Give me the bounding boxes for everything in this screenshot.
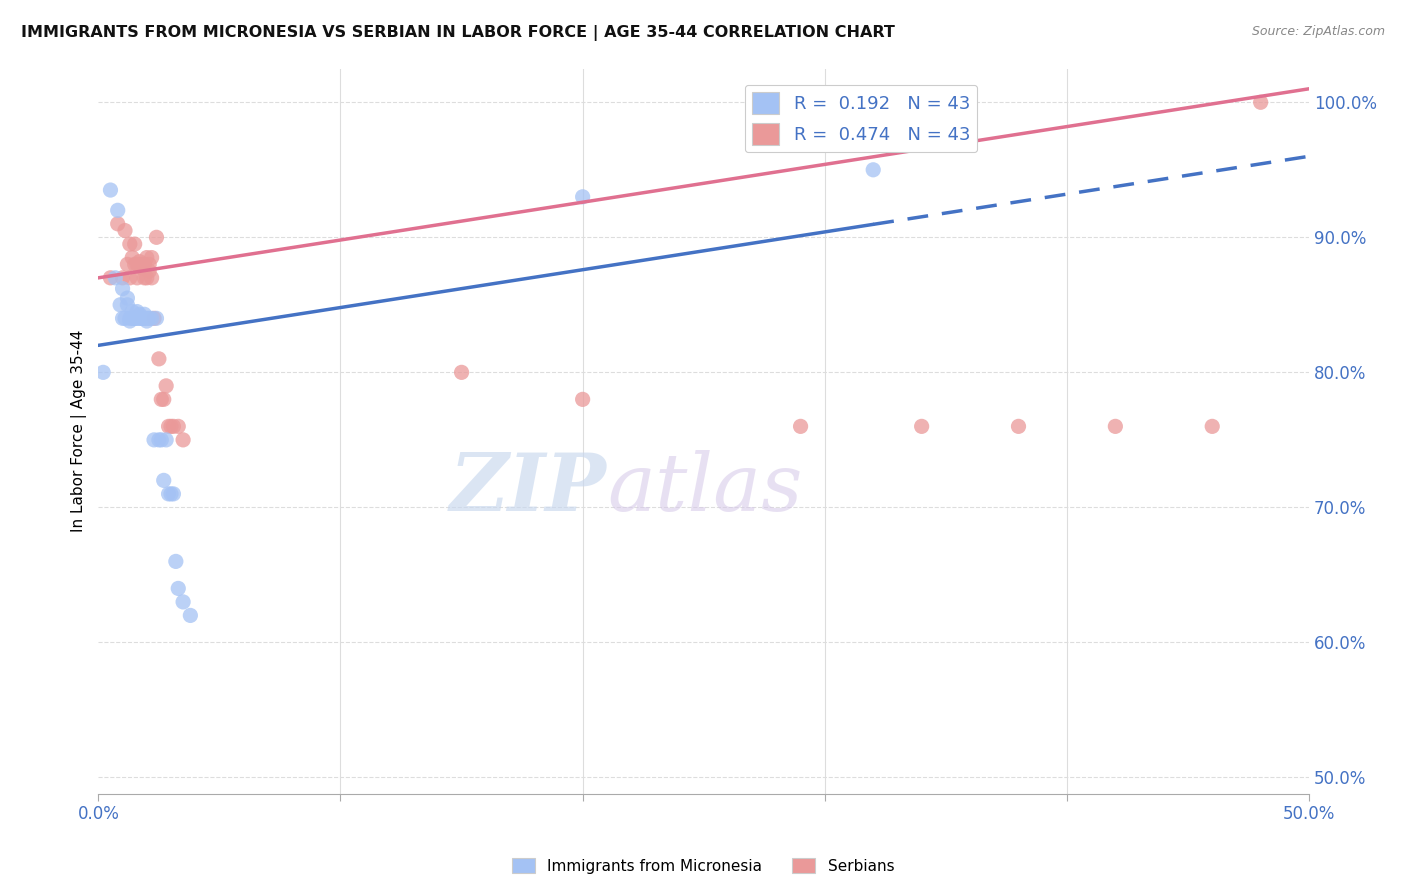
Point — [118, 314, 141, 328]
Point — [571, 190, 593, 204]
Point — [152, 392, 174, 407]
Point — [111, 270, 134, 285]
Point — [141, 270, 163, 285]
Point — [111, 282, 134, 296]
Point — [143, 311, 166, 326]
Point — [157, 487, 180, 501]
Point — [179, 608, 201, 623]
Point — [150, 433, 173, 447]
Point — [114, 311, 136, 326]
Point — [789, 419, 811, 434]
Point — [127, 304, 149, 318]
Point — [135, 314, 157, 328]
Point — [118, 237, 141, 252]
Point — [127, 270, 149, 285]
Point — [124, 311, 146, 326]
Point — [127, 311, 149, 326]
Point — [1007, 419, 1029, 434]
Point — [135, 311, 157, 326]
Point — [160, 419, 183, 434]
Point — [104, 270, 127, 285]
Point — [131, 311, 153, 326]
Point — [128, 307, 150, 321]
Legend: Immigrants from Micronesia, Serbians: Immigrants from Micronesia, Serbians — [506, 852, 900, 880]
Point — [131, 311, 153, 326]
Point — [107, 217, 129, 231]
Point — [138, 257, 160, 271]
Point — [134, 270, 156, 285]
Point — [134, 257, 156, 271]
Point — [167, 419, 190, 434]
Point — [162, 487, 184, 501]
Point — [571, 392, 593, 407]
Point — [107, 203, 129, 218]
Point — [114, 223, 136, 237]
Point — [100, 183, 122, 197]
Point — [117, 298, 139, 312]
Legend: R =  0.192   N = 43, R =  0.474   N = 43: R = 0.192 N = 43, R = 0.474 N = 43 — [745, 85, 977, 153]
Point — [145, 230, 167, 244]
Point — [172, 433, 194, 447]
Point — [134, 307, 156, 321]
Point — [148, 433, 170, 447]
Point — [118, 270, 141, 285]
Point — [127, 257, 149, 271]
Point — [118, 311, 141, 326]
Point — [121, 311, 143, 326]
Point — [155, 433, 177, 447]
Point — [128, 311, 150, 326]
Text: Source: ZipAtlas.com: Source: ZipAtlas.com — [1251, 25, 1385, 38]
Point — [138, 311, 160, 326]
Point — [157, 419, 180, 434]
Point — [1104, 419, 1126, 434]
Point — [111, 311, 134, 326]
Point — [134, 311, 156, 326]
Text: atlas: atlas — [607, 450, 803, 528]
Point — [117, 291, 139, 305]
Point — [160, 487, 183, 501]
Point — [165, 554, 187, 568]
Point — [121, 251, 143, 265]
Point — [124, 257, 146, 271]
Point — [128, 254, 150, 268]
Text: ZIP: ZIP — [450, 450, 607, 528]
Point — [128, 260, 150, 274]
Point — [141, 251, 163, 265]
Point — [117, 257, 139, 271]
Point — [150, 392, 173, 407]
Point — [148, 351, 170, 366]
Point — [141, 311, 163, 326]
Point — [862, 162, 884, 177]
Point — [1250, 95, 1272, 110]
Y-axis label: In Labor Force | Age 35-44: In Labor Force | Age 35-44 — [72, 330, 87, 533]
Point — [152, 474, 174, 488]
Point — [172, 595, 194, 609]
Point — [450, 365, 472, 379]
Point — [108, 298, 131, 312]
Point — [145, 311, 167, 326]
Point — [162, 419, 184, 434]
Point — [138, 264, 160, 278]
Point — [167, 582, 190, 596]
Point — [911, 419, 934, 434]
Point — [124, 311, 146, 326]
Point — [91, 365, 114, 379]
Point — [155, 379, 177, 393]
Point — [135, 270, 157, 285]
Point — [1201, 419, 1223, 434]
Point — [131, 260, 153, 274]
Text: IMMIGRANTS FROM MICRONESIA VS SERBIAN IN LABOR FORCE | AGE 35-44 CORRELATION CHA: IMMIGRANTS FROM MICRONESIA VS SERBIAN IN… — [21, 25, 896, 41]
Point — [121, 304, 143, 318]
Point — [135, 251, 157, 265]
Point — [131, 257, 153, 271]
Point — [124, 237, 146, 252]
Point — [143, 433, 166, 447]
Point — [100, 270, 122, 285]
